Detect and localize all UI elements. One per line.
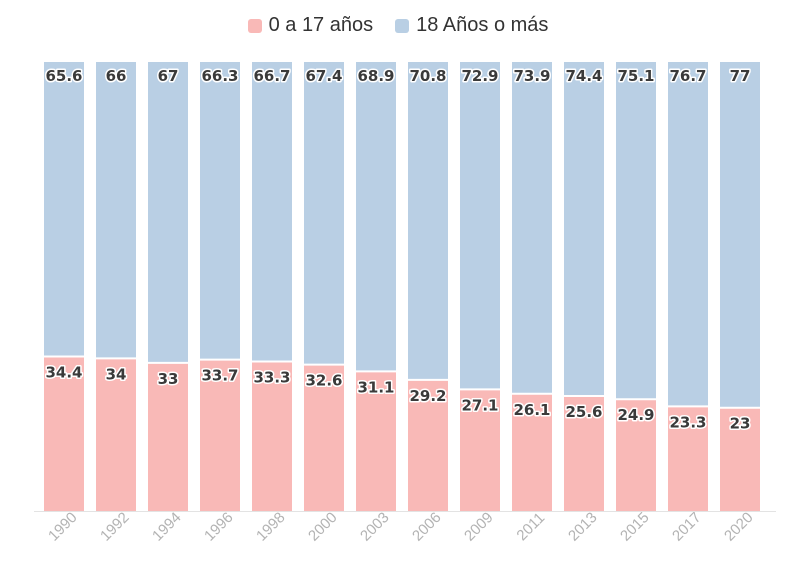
bar-segment-0-17: [148, 362, 188, 511]
x-tick-label: 1992: [97, 509, 133, 545]
x-tick-label: 2000: [305, 509, 341, 545]
bar-segment-0-17: [720, 407, 760, 511]
data-label-18-plus: 77: [730, 67, 751, 85]
data-label-18-plus: 65.6: [45, 67, 82, 85]
legend-label: 18 Años o más: [416, 14, 549, 36]
x-tick-label: 2020: [721, 509, 757, 545]
data-label-0-17: 33.7: [201, 367, 238, 385]
data-label-0-17: 34: [106, 365, 127, 383]
legend: 0 a 17 años 18 Años o más: [0, 14, 796, 37]
legend-swatch: [247, 18, 262, 33]
bar-segment-18-plus: [96, 62, 136, 359]
bar-segment-0-17: [356, 371, 396, 511]
data-label-18-plus: 67.4: [305, 67, 342, 85]
data-label-18-plus: 66.7: [253, 67, 290, 85]
bar-segment-18-plus: [720, 62, 760, 408]
data-label-0-17: 23.3: [669, 413, 706, 431]
x-tick-label: 1994: [149, 509, 185, 545]
x-tick-label: 1996: [201, 509, 237, 545]
bar-segment-0-17: [96, 358, 136, 511]
data-label-18-plus: 72.9: [461, 67, 498, 85]
bar-segment-18-plus: [304, 62, 344, 365]
bar-segment-18-plus: [200, 62, 240, 360]
x-tick-label: 1990: [45, 509, 81, 545]
data-label-0-17: 32.6: [305, 372, 342, 390]
bar-segment-0-17: [408, 379, 448, 511]
bar-segment-0-17: [668, 406, 708, 511]
data-label-18-plus: 76.7: [669, 67, 706, 85]
bar-segment-18-plus: [44, 62, 84, 357]
legend-label: 0 a 17 años: [268, 14, 374, 36]
bar-segment-18-plus: [564, 62, 604, 397]
data-label-0-17: 33.3: [253, 368, 290, 386]
bar-segment-0-17: [616, 399, 656, 511]
x-tick-label: 2011: [513, 509, 548, 544]
data-label-18-plus: 74.4: [565, 67, 602, 85]
data-label-0-17: 29.2: [409, 387, 446, 405]
data-label-18-plus: 67: [158, 67, 179, 85]
bar-segment-18-plus: [668, 62, 708, 407]
data-label-0-17: 33: [158, 370, 179, 388]
data-label-0-17: 31.1: [357, 378, 394, 396]
data-label-0-17: 23: [730, 415, 751, 433]
bar-segment-18-plus: [252, 62, 292, 362]
bar-segment-18-plus: [356, 62, 396, 372]
data-label-0-17: 26.1: [513, 401, 550, 419]
bar-segment-18-plus: [148, 62, 188, 363]
legend-swatch: [395, 18, 410, 33]
x-tick-label: 2013: [565, 509, 601, 545]
data-label-18-plus: 70.8: [409, 67, 446, 85]
bar-segment-0-17: [304, 364, 344, 511]
bar-segment-0-17: [564, 396, 604, 511]
x-tick-label: 1998: [253, 509, 289, 545]
data-label-18-plus: 66.3: [201, 67, 238, 85]
bar-segment-18-plus: [408, 62, 448, 380]
bar-segment-18-plus: [460, 62, 500, 390]
bar-segment-0-17: [512, 393, 552, 511]
x-tick-label: 2003: [357, 509, 393, 545]
legend-item-0: 0 a 17 años: [247, 14, 374, 37]
x-tick-label: 2015: [617, 509, 653, 545]
data-label-18-plus: 68.9: [357, 67, 394, 85]
x-tick-label: 2009: [461, 509, 497, 545]
data-label-0-17: 25.6: [565, 403, 602, 421]
bar-segment-0-17: [200, 359, 240, 511]
bar-segment-0-17: [460, 389, 500, 511]
data-label-18-plus: 66: [106, 67, 127, 85]
bar-segment-18-plus: [616, 62, 656, 400]
bar-segment-18-plus: [512, 62, 552, 394]
data-label-18-plus: 73.9: [513, 67, 550, 85]
data-label-0-17: 27.1: [461, 396, 498, 414]
x-tick-label: 2017: [669, 509, 705, 545]
legend-item-1: 18 Años o más: [395, 14, 548, 37]
bar-segment-0-17: [44, 356, 84, 511]
bar-segment-0-17: [252, 361, 292, 511]
data-label-0-17: 34.4: [45, 364, 82, 382]
data-label-18-plus: 75.1: [617, 67, 654, 85]
x-tick-label: 2006: [409, 509, 445, 545]
data-label-0-17: 24.9: [617, 406, 654, 424]
